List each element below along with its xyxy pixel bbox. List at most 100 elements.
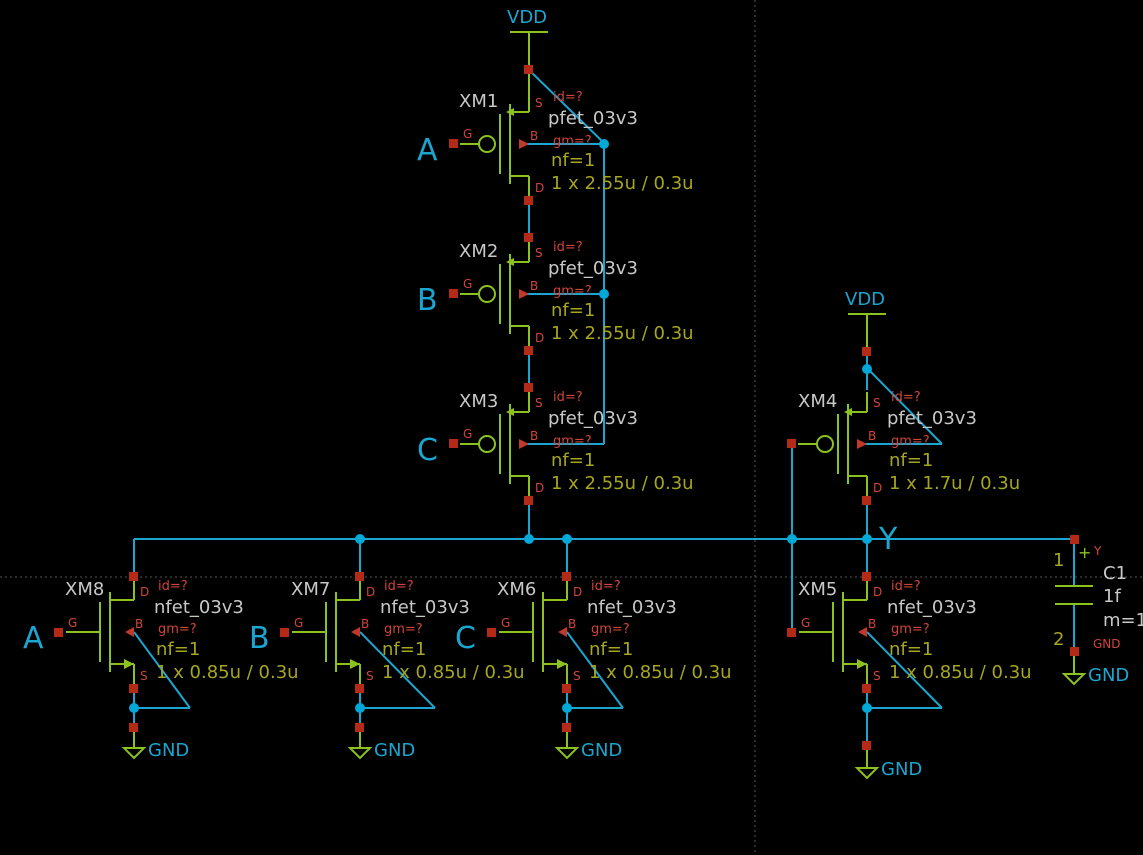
xm2-size: 1 x 2.55u / 0.3u <box>551 323 694 344</box>
xm2-gate-pin[interactable] <box>449 289 458 298</box>
transistor-xm5[interactable]: D G B S XM5 id=? nfet_03v3 gm=? nf=1 1 x… <box>787 572 1032 750</box>
gnd-xm6[interactable]: GND <box>554 730 622 761</box>
transistor-xm6[interactable]: D G B S XM6 id=? nfet_03v3 gm=? nf=1 1 x… <box>487 572 732 732</box>
xm8-gm: gm=? <box>158 622 197 637</box>
xm4-size: 1 x 1.7u / 0.3u <box>889 473 1020 494</box>
xm2-drain-pin[interactable] <box>524 346 533 355</box>
xm3-gate-pin[interactable] <box>449 439 458 448</box>
xm6-gnd-pin[interactable] <box>562 723 571 732</box>
net-label-y[interactable]: Y <box>878 522 898 557</box>
xm1-drain-pin[interactable] <box>524 196 533 205</box>
xm7-gate-pin[interactable] <box>280 628 289 637</box>
capacitor-c1[interactable]: 1 2 + Y C1 1f m=1 GND <box>1053 535 1143 656</box>
xm3-model: pfet_03v3 <box>548 408 638 429</box>
xm2-nf: nf=1 <box>551 300 595 321</box>
net-label-b-pmos[interactable]: B <box>417 283 438 318</box>
xm7-source-pin[interactable] <box>355 684 364 693</box>
transistor-xm4[interactable]: S B D XM4 id=? pfet_03v3 gm=? nf=1 1 x 1… <box>787 347 1020 505</box>
xm6-size: 1 x 0.85u / 0.3u <box>589 662 732 683</box>
xm1-gate-pin[interactable] <box>449 139 458 148</box>
xm4-gm: gm=? <box>891 434 930 449</box>
xm2-id: id=? <box>553 240 583 255</box>
xm5-gnd-pin[interactable] <box>862 741 871 750</box>
net-label-a-pmos[interactable]: A <box>417 133 438 168</box>
xm4-pin-s: S <box>873 396 881 410</box>
gnd-xm6-label: GND <box>581 740 622 761</box>
xm2-gm: gm=? <box>553 284 592 299</box>
xm6-drain-pin[interactable] <box>562 572 571 581</box>
xm4-nf: nf=1 <box>889 450 933 471</box>
xm4-drain-pin[interactable] <box>862 496 871 505</box>
gnd-xm5[interactable]: GND <box>854 748 922 780</box>
xm3-gm: gm=? <box>553 434 592 449</box>
xm2-model: pfet_03v3 <box>548 258 638 279</box>
gnd-xm7[interactable]: GND <box>347 730 415 761</box>
xm6-id: id=? <box>591 579 621 594</box>
xm5-drain-pin[interactable] <box>862 572 871 581</box>
xm8-model: nfet_03v3 <box>154 597 244 618</box>
c1-net-bottom: GND <box>1093 637 1121 651</box>
xm8-drain-pin[interactable] <box>129 572 138 581</box>
xm7-gnd-pin[interactable] <box>355 723 364 732</box>
xm3-pin-d: D <box>535 481 544 495</box>
xm6-source-pin[interactable] <box>562 684 571 693</box>
xm4-instance-name: XM4 <box>798 391 837 412</box>
vdd-right-label: VDD <box>845 289 885 310</box>
xm4-gate-pin[interactable] <box>787 439 796 448</box>
xm1-instance-name: XM1 <box>459 91 498 112</box>
transistor-xm8[interactable]: D G B S XM8 id=? nfet_03v3 gm=? nf=1 1 x… <box>54 572 299 732</box>
c1-top-pin[interactable] <box>1070 535 1079 544</box>
xm5-nf: nf=1 <box>889 639 933 660</box>
xm6-gate-pin[interactable] <box>487 628 496 637</box>
gnd-xm8[interactable]: GND <box>121 730 189 761</box>
net-label-b-nmos[interactable]: B <box>249 621 270 656</box>
junctions <box>129 139 872 713</box>
xm7-size: 1 x 0.85u / 0.3u <box>382 662 525 683</box>
transistor-xm2[interactable]: S G B D XM2 id=? pfet_03v3 gm=? nf=1 1 x… <box>449 233 694 355</box>
xm3-id: id=? <box>553 390 583 405</box>
xm6-model: nfet_03v3 <box>587 597 677 618</box>
net-label-a-nmos[interactable]: A <box>23 621 44 656</box>
gnd-c1-label: GND <box>1088 665 1129 686</box>
c1-pin2-label: 2 <box>1053 629 1064 650</box>
xm5-source-pin[interactable] <box>862 684 871 693</box>
net-label-c-pmos[interactable]: C <box>417 433 438 468</box>
c1-pin1-label: 1 <box>1053 550 1064 571</box>
xm8-source-pin[interactable] <box>129 684 138 693</box>
net-label-c-nmos[interactable]: C <box>455 621 476 656</box>
xm7-drain-pin[interactable] <box>355 572 364 581</box>
xm8-nf: nf=1 <box>156 639 200 660</box>
c1-plus-sign: + <box>1078 543 1091 562</box>
transistor-xm3[interactable]: S G B D XM3 id=? pfet_03v3 gm=? nf=1 1 x… <box>449 383 694 505</box>
xm5-instance-name: XM5 <box>798 579 837 600</box>
xm2-pin-g: G <box>463 277 472 291</box>
xm2-pin-d: D <box>535 331 544 345</box>
xm1-source-pin[interactable] <box>524 65 533 74</box>
transistor-xm7[interactable]: D G B S XM7 id=? nfet_03v3 gm=? nf=1 1 x… <box>280 572 525 732</box>
transistor-xm1[interactable]: S G B D XM1 id=? pfet_03v3 gm=? nf=1 1 x… <box>449 65 694 205</box>
xm1-pin-d: D <box>535 181 544 195</box>
xm4-vdd-pin[interactable] <box>862 347 871 356</box>
xm3-source-pin[interactable] <box>524 383 533 392</box>
xm5-pin-s: S <box>873 669 881 683</box>
vdd-right[interactable]: VDD <box>845 289 886 350</box>
xm8-gate-pin[interactable] <box>54 628 63 637</box>
gnd-c1[interactable]: GND <box>1061 654 1129 686</box>
xm2-source-pin[interactable] <box>524 233 533 242</box>
xm6-gm: gm=? <box>591 622 630 637</box>
xm8-gnd-pin[interactable] <box>129 723 138 732</box>
c1-bottom-pin[interactable] <box>1070 647 1079 656</box>
xm7-pin-s: S <box>366 669 374 683</box>
xm8-pin-b: B <box>135 617 143 631</box>
xm4-pin-b: B <box>868 429 876 443</box>
xm5-gate-pin[interactable] <box>787 628 796 637</box>
gnd-xm5-label: GND <box>881 759 922 780</box>
xm3-drain-pin[interactable] <box>524 496 533 505</box>
xm8-pin-s: S <box>140 669 148 683</box>
vdd-top[interactable]: VDD <box>507 7 548 68</box>
xm1-gm: gm=? <box>553 134 592 149</box>
xm2-pin-b: B <box>530 279 538 293</box>
c1-multiplier: m=1 <box>1103 610 1143 631</box>
xm1-nf: nf=1 <box>551 150 595 171</box>
